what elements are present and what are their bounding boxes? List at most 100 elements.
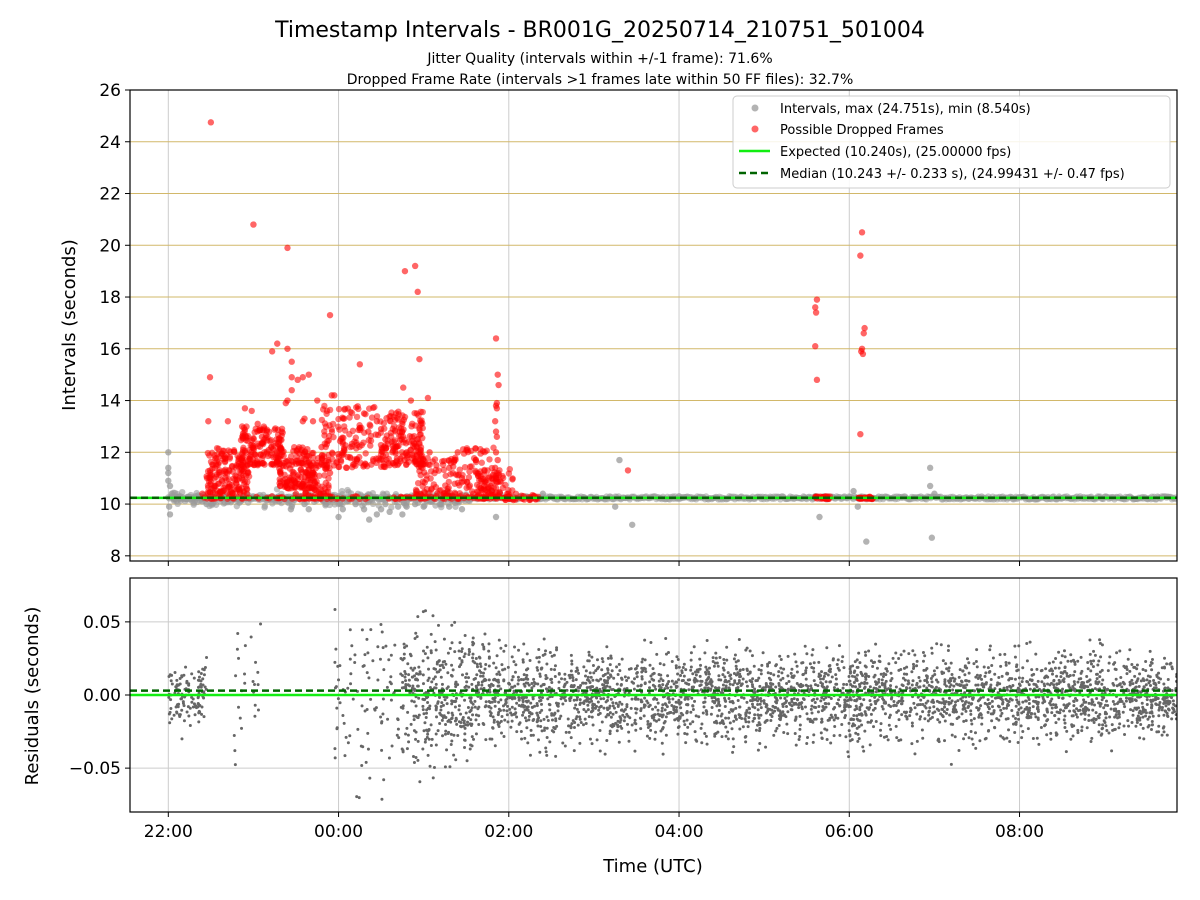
residual-point (508, 707, 512, 711)
residual-point (587, 700, 591, 704)
dropped-frame-point (492, 428, 500, 435)
residual-point (240, 726, 244, 730)
residual-point (401, 704, 405, 708)
residual-point (453, 650, 457, 654)
residual-point (194, 704, 198, 708)
dropped-frame-point (288, 386, 295, 394)
residual-point (489, 711, 493, 715)
residual-point (197, 720, 201, 724)
residual-point (834, 677, 838, 681)
dropped-frame-point (403, 449, 410, 456)
residual-point (382, 668, 386, 672)
dropped-frame-point (239, 446, 247, 454)
residual-point (758, 742, 762, 746)
residual-point (908, 686, 912, 690)
residual-point (741, 725, 745, 729)
residual-point (1105, 699, 1109, 703)
residual-point (931, 698, 935, 702)
dropped-frame-point (294, 376, 301, 384)
residual-point (510, 705, 514, 709)
residual-point (463, 698, 467, 702)
residual-point (407, 678, 411, 682)
residual-point (550, 681, 554, 685)
residual-point (634, 711, 638, 715)
residual-point (864, 653, 868, 657)
residual-point (947, 696, 951, 700)
residual-point (1113, 702, 1117, 706)
dropped-frame-point (338, 452, 346, 459)
residual-point (605, 681, 609, 685)
residual-point (560, 677, 564, 681)
residual-point (794, 715, 798, 719)
residual-point (334, 647, 338, 651)
residual-point (832, 734, 836, 738)
residual-point (199, 683, 203, 687)
residual-point (704, 734, 708, 738)
residual-point (496, 678, 500, 682)
interval-point (322, 500, 329, 508)
residual-point (359, 744, 363, 748)
residual-point (853, 660, 857, 664)
residual-point (495, 654, 499, 658)
residual-point (429, 632, 433, 636)
residual-point (674, 666, 678, 670)
residual-point (450, 739, 454, 743)
dropped-frame-point (367, 442, 374, 449)
dropped-frame-point (390, 438, 397, 445)
intervals-axes-frame (129, 89, 1178, 562)
residual-point (381, 712, 385, 716)
residual-point (167, 695, 171, 699)
residual-point (403, 669, 407, 673)
residual-point (414, 737, 418, 741)
residual-point (543, 652, 547, 656)
residual-point (1054, 657, 1058, 661)
residual-point (500, 731, 504, 735)
chart-subtitle-jitter: Jitter Quality (intervals within +/-1 fr… (426, 51, 772, 67)
residual-point (867, 649, 871, 653)
legend-dropped-label: Possible Dropped Frames (780, 123, 944, 138)
residual-point (463, 685, 467, 689)
residual-point (930, 680, 934, 684)
residual-point (873, 706, 877, 710)
residual-point (847, 755, 851, 759)
residual-point (1144, 711, 1148, 715)
dropped-frame-point (412, 486, 420, 494)
residual-point (584, 674, 588, 678)
residual-point (452, 733, 456, 737)
residual-point (435, 660, 439, 664)
residual-point (538, 710, 542, 714)
residual-point (467, 647, 471, 651)
residual-point (656, 701, 660, 705)
residual-point (493, 744, 497, 748)
residual-point (234, 674, 238, 678)
residual-point (539, 691, 543, 695)
dropped-frame-point (509, 476, 516, 483)
residual-point (428, 704, 432, 708)
residual-point (502, 679, 506, 683)
residual-point (415, 715, 419, 719)
residual-point (457, 665, 461, 669)
residual-point (1117, 726, 1121, 730)
residual-point (363, 709, 367, 713)
residual-point (705, 712, 709, 716)
dropped-frame-point (411, 262, 419, 270)
residual-point (476, 707, 480, 711)
residual-point (756, 713, 760, 717)
residual-point (571, 719, 575, 723)
dropped-frame-point (374, 431, 382, 439)
residual-point (421, 682, 425, 686)
residual-point (698, 667, 702, 671)
residual-point (803, 705, 807, 709)
dropped-frame-point (270, 442, 278, 450)
residual-point (488, 700, 492, 704)
residual-point (351, 697, 355, 701)
residual-point (1131, 682, 1135, 686)
residual-point (421, 747, 425, 751)
interval-point (926, 464, 934, 472)
residual-point (527, 714, 531, 718)
residual-point (517, 695, 521, 699)
residual-point (679, 706, 683, 710)
dropped-frame-point (243, 485, 250, 492)
dropped-frame-point (293, 453, 300, 460)
